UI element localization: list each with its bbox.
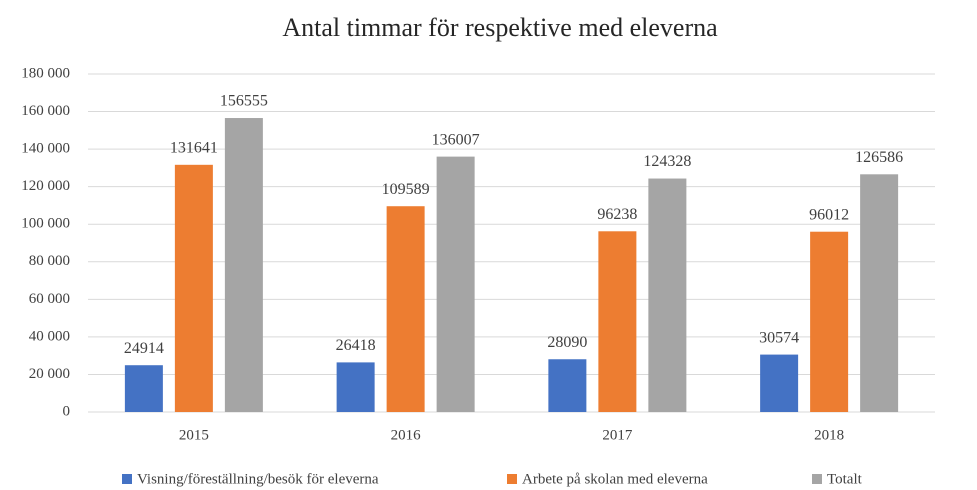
bar [336,362,375,412]
bar [224,118,263,412]
bar [548,359,587,412]
x-tick-label: 2018 [814,427,844,443]
y-tick-label: 20 000 [29,366,70,382]
legend-label: Visning/föreställning/besök för eleverna [137,471,379,487]
y-tick-label: 80 000 [29,253,70,269]
data-label: 156555 [220,93,268,110]
bar [598,231,637,412]
data-label: 131641 [170,139,218,156]
legend-label: Arbete på skolan med eleverna [522,471,708,487]
legend-swatch [122,474,132,484]
data-label: 96238 [597,206,637,223]
data-label: 109589 [382,181,430,198]
y-tick-label: 160 000 [21,103,70,119]
data-label: 28090 [547,334,587,351]
y-tick-label: 40 000 [29,328,70,344]
data-label: 136007 [432,131,480,148]
bar [760,354,799,412]
legend-swatch [507,474,517,484]
y-tick-label: 120 000 [21,178,70,194]
data-label: 26418 [336,337,376,354]
legend-swatch [812,474,822,484]
bar [174,164,213,412]
y-tick-label: 100 000 [21,216,70,232]
bar [860,174,899,412]
bar [810,231,849,412]
y-tick-label: 0 [63,403,71,419]
data-label: 126586 [855,149,903,166]
bar [386,206,425,412]
legend-label: Totalt [827,471,863,487]
x-tick-label: 2015 [179,427,209,443]
x-tick-label: 2016 [391,427,422,443]
bar [436,156,475,412]
y-tick-label: 180 000 [21,65,70,81]
data-label: 24914 [124,340,164,357]
bar [648,178,687,412]
data-label: 124328 [643,153,691,170]
chart-title: Antal timmar för respektive med eleverna [282,13,718,42]
y-tick-label: 60 000 [29,291,70,307]
data-label: 96012 [809,206,849,223]
bar [124,365,163,412]
data-label: 30574 [759,329,799,346]
y-tick-label: 140 000 [21,141,70,157]
x-tick-label: 2017 [602,427,633,443]
